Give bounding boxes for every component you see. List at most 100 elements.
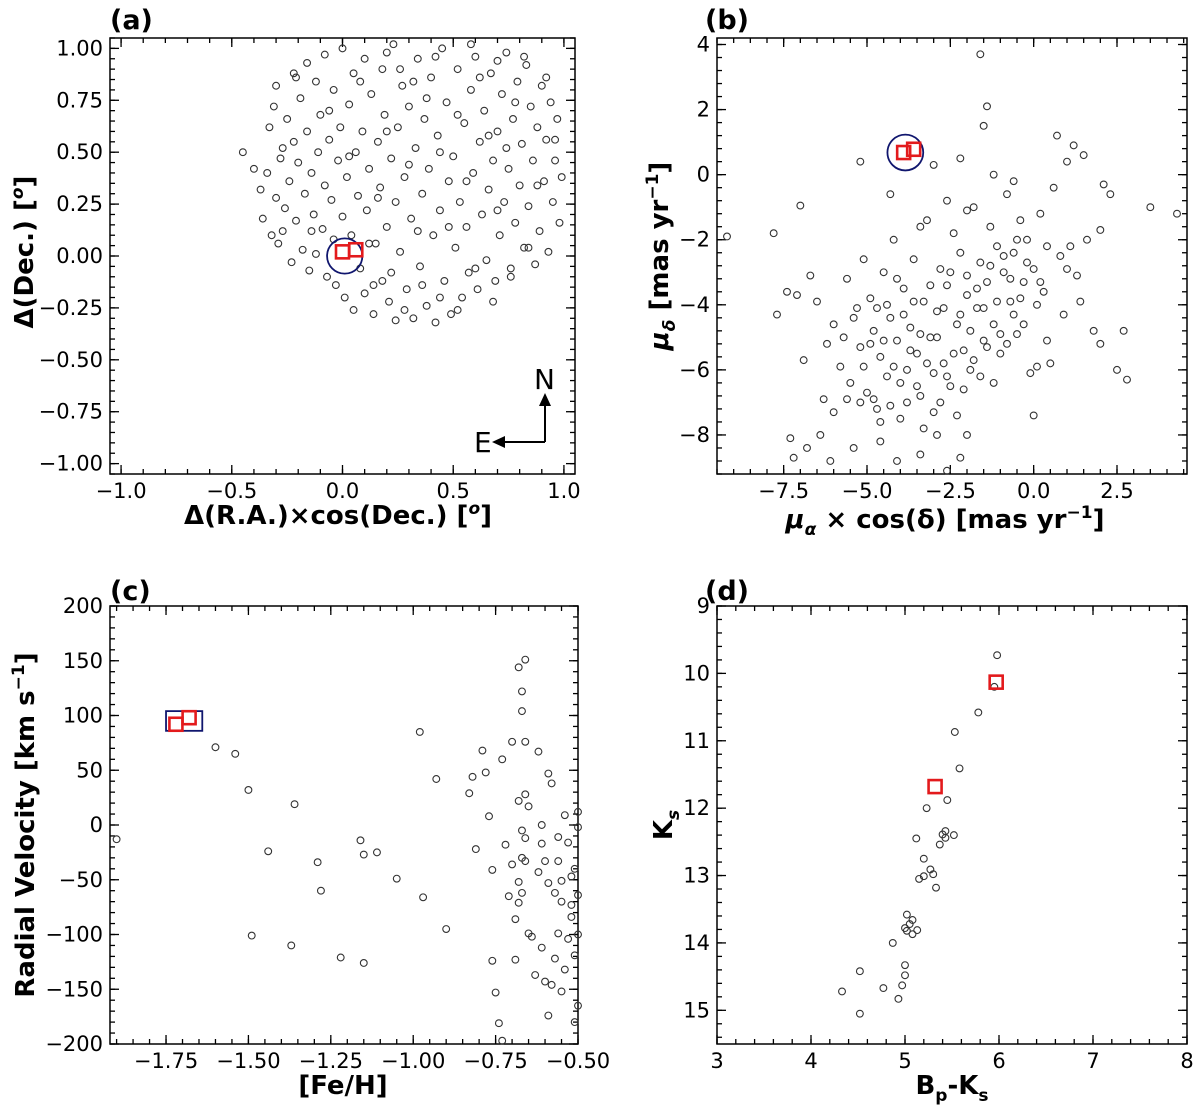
data-point bbox=[846, 378, 855, 387]
data-point bbox=[494, 1019, 503, 1028]
highlight-square bbox=[168, 716, 184, 733]
data-point bbox=[303, 58, 312, 67]
data-point bbox=[879, 336, 888, 345]
highlight-square bbox=[988, 674, 1004, 690]
data-point bbox=[409, 314, 418, 323]
data-point bbox=[956, 453, 965, 462]
panel-b-y-label: μδ [mas yr−1] bbox=[643, 162, 680, 352]
y-tick-label: 15 bbox=[683, 998, 710, 1022]
data-point bbox=[574, 1001, 582, 1010]
data-point bbox=[929, 408, 938, 417]
data-point bbox=[419, 893, 428, 902]
data-point bbox=[886, 401, 895, 410]
data-point bbox=[537, 81, 546, 90]
data-point bbox=[540, 177, 548, 186]
data-point bbox=[829, 408, 838, 417]
data-point bbox=[546, 98, 555, 107]
data-point bbox=[427, 73, 436, 82]
data-point bbox=[413, 227, 422, 236]
panel-a-letter: (a) bbox=[110, 5, 153, 36]
panel-a-x-label: Δ(R.A.)×cos(Dec.) [o] bbox=[184, 499, 492, 531]
data-point bbox=[1043, 336, 1051, 345]
data-point bbox=[983, 278, 991, 286]
data-point bbox=[1043, 242, 1051, 251]
data-point bbox=[955, 764, 964, 773]
data-point bbox=[929, 870, 938, 879]
data-point bbox=[482, 256, 491, 265]
data-point bbox=[340, 293, 349, 302]
data-point bbox=[1099, 180, 1108, 189]
data-point bbox=[943, 196, 951, 205]
data-point bbox=[1029, 265, 1038, 273]
data-point bbox=[723, 232, 731, 241]
data-point bbox=[876, 417, 885, 426]
data-point bbox=[393, 123, 402, 132]
data-point bbox=[1006, 274, 1015, 283]
data-point bbox=[554, 929, 563, 938]
data-point bbox=[247, 931, 256, 940]
data-point bbox=[544, 769, 553, 778]
panel-d-letter: (d) bbox=[705, 576, 749, 607]
data-point bbox=[1006, 297, 1015, 306]
data-point bbox=[929, 160, 938, 169]
data-point bbox=[323, 272, 331, 281]
data-point bbox=[926, 333, 935, 342]
data-point bbox=[773, 310, 781, 319]
data-point bbox=[514, 796, 523, 805]
data-point bbox=[493, 127, 502, 136]
data-point bbox=[901, 971, 909, 980]
data-point bbox=[1036, 209, 1045, 218]
data-point bbox=[979, 121, 988, 130]
panel-b-x-label: μα × cos(δ) [mas yr−1] bbox=[785, 503, 1105, 540]
data-point bbox=[373, 848, 381, 857]
data-point bbox=[839, 333, 848, 342]
data-point bbox=[488, 865, 497, 874]
data-point bbox=[498, 1036, 507, 1045]
data-point bbox=[514, 898, 523, 907]
data-point bbox=[544, 247, 553, 256]
data-point bbox=[560, 965, 569, 974]
data-point bbox=[912, 834, 921, 843]
data-point bbox=[1096, 226, 1105, 234]
data-point bbox=[285, 177, 294, 186]
data-point bbox=[424, 164, 433, 173]
data-point bbox=[919, 424, 928, 433]
data-point bbox=[979, 336, 988, 345]
y-tick-label: 4 bbox=[697, 33, 710, 57]
data-point bbox=[959, 385, 968, 394]
data-point bbox=[485, 812, 493, 821]
data-point bbox=[300, 189, 309, 198]
highlight-square bbox=[181, 709, 197, 726]
data-point bbox=[826, 457, 835, 465]
data-point bbox=[466, 85, 475, 94]
data-point bbox=[511, 218, 520, 227]
data-point bbox=[488, 956, 497, 965]
data-point bbox=[1053, 131, 1061, 140]
data-point bbox=[550, 888, 559, 897]
data-point bbox=[498, 755, 507, 764]
data-point bbox=[373, 137, 382, 146]
data-point bbox=[999, 268, 1008, 277]
x-tick-label: 8 bbox=[1180, 1049, 1193, 1073]
data-point bbox=[442, 98, 451, 107]
data-point bbox=[440, 276, 449, 285]
data-point bbox=[1076, 297, 1085, 306]
y-tick-label: −0.25 bbox=[39, 296, 103, 320]
y-tick-label: −100 bbox=[45, 923, 103, 947]
data-point bbox=[367, 90, 376, 99]
data-point bbox=[932, 883, 940, 892]
data-point bbox=[460, 119, 469, 128]
y-tick-label: −4 bbox=[679, 293, 710, 317]
data-point bbox=[1173, 209, 1181, 218]
x-tick-label: 4 bbox=[804, 1049, 817, 1073]
data-point bbox=[263, 169, 272, 177]
data-point bbox=[548, 198, 557, 206]
compass: N E bbox=[474, 363, 555, 459]
data-point bbox=[803, 444, 811, 452]
data-point bbox=[475, 73, 484, 82]
data-point bbox=[1009, 310, 1018, 319]
data-point bbox=[249, 164, 258, 173]
data-point bbox=[849, 313, 858, 322]
data-point bbox=[863, 388, 871, 397]
